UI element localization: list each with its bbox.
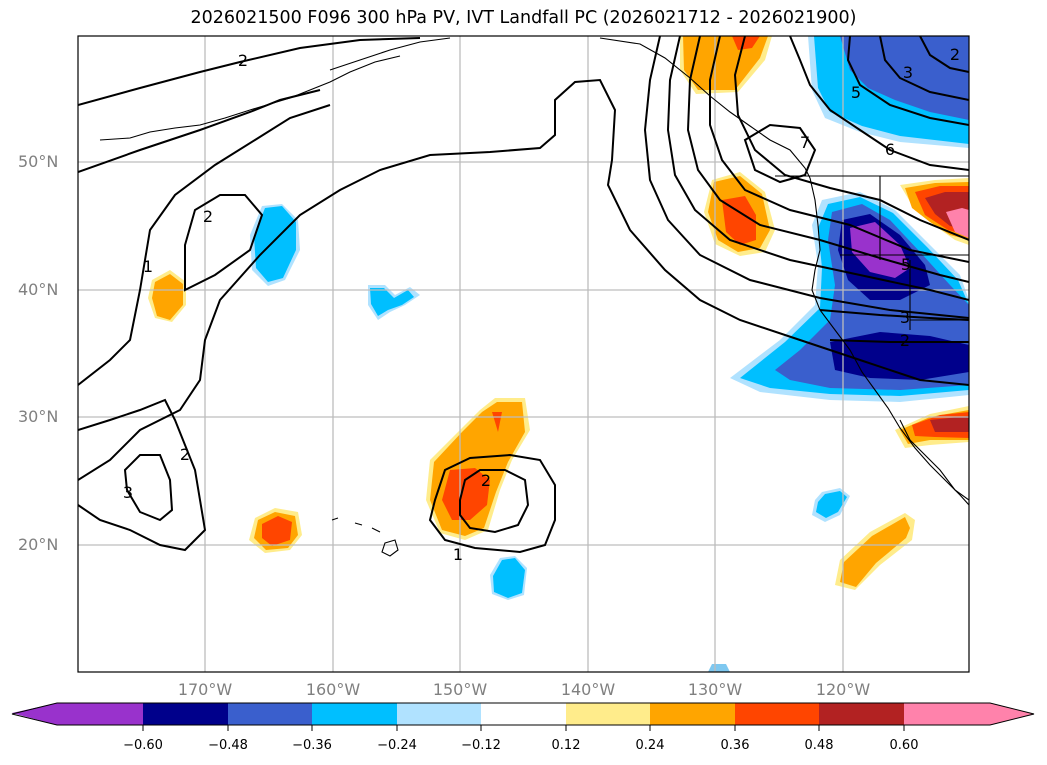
contour-label: 2 <box>481 471 491 490</box>
contour-ridge-e <box>733 36 969 241</box>
colorbar-swatch <box>566 703 650 725</box>
colorbar <box>11 702 1035 731</box>
contour-label: 6 <box>885 140 895 159</box>
lon-label: 170°W <box>177 680 233 699</box>
baja-coast <box>899 419 969 501</box>
contour-label: 2 <box>238 51 248 70</box>
hawaii-islands <box>331 517 399 557</box>
contour-ridge-d <box>709 36 969 263</box>
contour-ridge-a <box>643 36 969 319</box>
colorbar-tick-label: 0.48 <box>804 738 834 753</box>
colorbar-swatch <box>481 703 566 725</box>
contour-ridge-c <box>686 36 969 283</box>
contour-low-3 <box>819 309 969 321</box>
contour-label-layer: 2 2 1 2 3 2 1 7 6 5 3 2 5 3 2 <box>123 45 960 564</box>
contour-label: 2 <box>900 331 910 350</box>
contour-label: 2 <box>180 445 190 464</box>
colorbar-tick-label: −0.24 <box>377 738 417 753</box>
contour-label: 1 <box>453 545 463 564</box>
state-borders <box>775 175 969 330</box>
contour-7-loop <box>743 123 817 184</box>
contour-gulf-2 <box>919 36 969 73</box>
contour-gulf-3 <box>879 36 969 101</box>
contour-gulf-6 <box>789 36 969 171</box>
contour-low-2 <box>829 339 969 343</box>
contour-central-1 <box>428 453 556 554</box>
lat-label: 30°N <box>18 407 59 426</box>
contour-label: 1 <box>143 257 153 276</box>
lon-label: 140°W <box>560 680 616 699</box>
colorbar-tick-label: 0.24 <box>635 738 665 753</box>
chart-title: 2026021500 F096 300 hPa PV, IVT Landfall… <box>190 8 857 28</box>
lon-label: 150°W <box>432 680 488 699</box>
colorbar-swatch <box>735 703 819 725</box>
colorbar-swatch <box>228 703 312 725</box>
colorbar-swatch <box>312 703 397 725</box>
contour-2-loop <box>184 194 264 292</box>
colorbar-extend-max <box>904 703 1034 725</box>
contour-label: 5 <box>851 83 861 102</box>
contour-central-2 <box>459 469 530 534</box>
colorbar-tick-label: −0.48 <box>208 738 248 753</box>
colorbar-tick-label: 0.12 <box>551 738 581 753</box>
colorbar-swatch <box>143 703 228 725</box>
colorbar-extend-min <box>12 703 143 725</box>
colorbar-swatch <box>650 703 735 725</box>
colorbar-tick-label: 0.60 <box>889 738 919 753</box>
colorbar-outline <box>11 702 1035 726</box>
contour-gulf-5 <box>846 36 969 126</box>
contour-label: 3 <box>903 63 913 82</box>
pv-contours <box>78 36 969 554</box>
contour-ridge-b <box>666 36 969 301</box>
colorbar-swatch <box>397 703 481 725</box>
contour-2-north <box>78 37 421 106</box>
lat-label: 50°N <box>18 152 59 171</box>
lon-label: 130°W <box>687 680 743 699</box>
lat-label: 40°N <box>18 280 59 299</box>
lon-label: 160°W <box>305 680 361 699</box>
lon-label: 120°W <box>815 680 871 699</box>
colorbar-tick-label: −0.60 <box>123 738 163 753</box>
contour-label: 2 <box>950 45 960 64</box>
contour-3-south <box>123 454 174 522</box>
canada-coast <box>809 177 969 506</box>
map-frame <box>77 35 970 673</box>
contour-label: 5 <box>901 255 911 274</box>
lat-label: 20°N <box>18 535 59 554</box>
contour-label: 2 <box>203 207 213 226</box>
contour-label: 3 <box>123 483 133 502</box>
contour-2-south <box>78 398 207 552</box>
shading-layer <box>148 36 969 672</box>
colorbar-tick-label: −0.12 <box>461 738 501 753</box>
colorbar-tick-label: 0.36 <box>720 738 750 753</box>
contour-1-west <box>78 89 331 386</box>
colorbar-swatch <box>819 703 904 725</box>
contour-label: 3 <box>900 308 910 327</box>
colorbar-tick-label: −0.36 <box>292 738 332 753</box>
contour-label: 7 <box>800 133 810 152</box>
contour-1-central <box>78 78 969 481</box>
